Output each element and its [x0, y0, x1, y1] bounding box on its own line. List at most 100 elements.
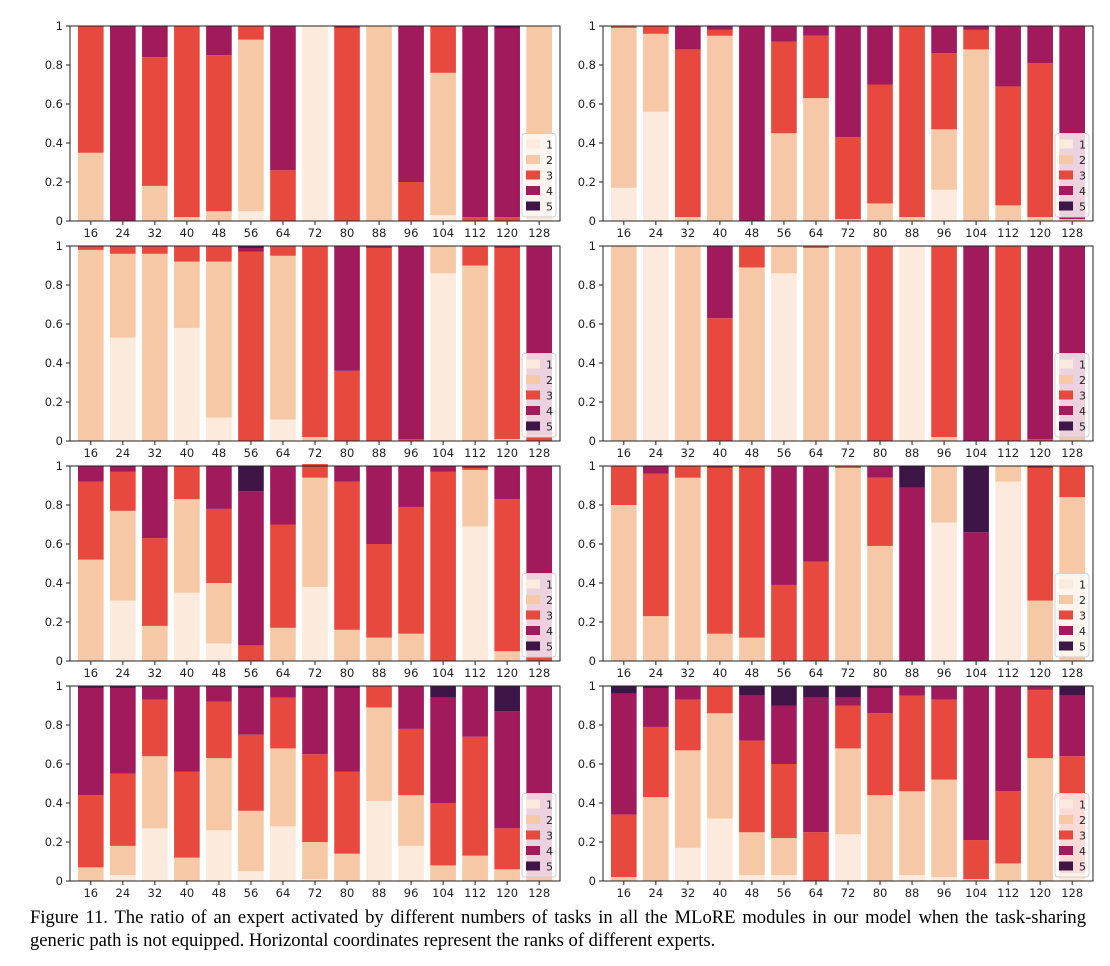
- x-tick-label-120: 120: [496, 446, 518, 460]
- x-tick-label-56: 56: [244, 226, 259, 240]
- x-tick-label-32: 32: [148, 886, 163, 900]
- legend-swatch-3: [1059, 610, 1073, 620]
- bar-segment-32-task-1: [675, 847, 701, 881]
- bar-segment-96-task-2: [931, 779, 957, 878]
- x-tick-label-40: 40: [713, 666, 728, 680]
- bar-segment-24-task-4: [110, 26, 136, 221]
- y-tick-label: 0.6: [45, 97, 63, 111]
- bar-segment-112-task-3: [462, 736, 488, 856]
- x-tick-label-120: 120: [496, 886, 518, 900]
- x-tick-label-112: 112: [464, 886, 486, 900]
- bar-segment-96-task-1: [931, 877, 957, 881]
- x-tick-label-16: 16: [616, 886, 631, 900]
- legend-label-5: 5: [546, 641, 553, 654]
- x-tick-label-32: 32: [148, 226, 163, 240]
- bar-segment-24-task-4: [643, 687, 669, 727]
- x-tick-label-128: 128: [528, 666, 550, 680]
- legend-label-3: 3: [1079, 830, 1086, 843]
- legend-swatch-3: [1059, 830, 1073, 840]
- x-tick-label-56: 56: [244, 446, 259, 460]
- y-tick-label: 0.8: [578, 278, 596, 292]
- x-tick-label-32: 32: [681, 226, 696, 240]
- legend-swatch-1: [526, 139, 540, 149]
- bar-segment-80-task-5: [334, 686, 360, 688]
- legend-label-5: 5: [1079, 421, 1086, 434]
- bar-segment-120-task-3: [494, 247, 520, 440]
- x-tick-label-48: 48: [212, 666, 227, 680]
- bar-segment-64-task-3: [803, 246, 829, 248]
- bar-segment-32-task-4: [142, 686, 168, 700]
- bar-segment-128-task-5: [1059, 686, 1085, 696]
- bar-segment-112-task-1: [995, 481, 1021, 661]
- bar-segment-120-task-3: [494, 828, 520, 870]
- bar-segment-96-task-3: [398, 182, 424, 221]
- x-tick-label-64: 64: [809, 666, 824, 680]
- y-tick-label: 0.6: [45, 317, 63, 331]
- x-tick-label-120: 120: [1029, 886, 1051, 900]
- bar-segment-72-task-4: [835, 697, 861, 706]
- y-tick-label: 0.2: [578, 175, 596, 189]
- bar-segment-120-task-2: [1027, 758, 1053, 881]
- bar-segment-80-task-3: [334, 27, 360, 222]
- x-tick-label-128: 128: [528, 446, 550, 460]
- bar-segment-72-task-3: [302, 246, 328, 438]
- x-tick-label-48: 48: [745, 886, 760, 900]
- bar-segment-80-task-3: [334, 481, 360, 630]
- x-tick-label-48: 48: [212, 446, 227, 460]
- bar-segment-112-task-4: [462, 686, 488, 737]
- bar-segment-112-task-3: [995, 791, 1021, 864]
- bar-segment-88-task-1: [899, 246, 925, 441]
- bar-segment-96-task-1: [931, 522, 957, 661]
- legend-swatch-5: [1059, 201, 1073, 211]
- bar-segment-16-task-3: [78, 246, 104, 250]
- x-tick-label-128: 128: [528, 886, 550, 900]
- bar-segment-16-task-3: [78, 481, 104, 560]
- bar-segment-56-task-2: [238, 39, 264, 212]
- legend-swatch-1: [526, 579, 540, 589]
- bar-segment-96-task-1: [931, 189, 957, 221]
- bar-segment-120-task-3: [1027, 439, 1053, 441]
- bar-segment-48-task-3: [206, 55, 232, 212]
- bar-segment-48-task-4: [739, 26, 765, 221]
- x-tick-label-64: 64: [809, 446, 824, 460]
- y-tick-label: 0: [56, 874, 63, 888]
- legend-swatch-1: [1059, 799, 1073, 809]
- bar-segment-72-task-2: [835, 748, 861, 835]
- bar-segment-56-task-4: [771, 26, 797, 42]
- legend: 1 2 3 4 5: [1054, 793, 1090, 878]
- bar-segment-48-task-3: [206, 701, 232, 759]
- x-tick-label-40: 40: [180, 666, 195, 680]
- bar-segment-56-task-3: [238, 26, 264, 40]
- bar-segment-32-task-3: [142, 699, 168, 757]
- bar-segment-16-task-3: [611, 26, 637, 28]
- y-tick-label: 0.8: [45, 718, 63, 732]
- bar-segment-24-task-3: [110, 471, 136, 511]
- bar-segment-88-task-5: [899, 466, 925, 488]
- bar-segment-24-task-2: [643, 33, 669, 112]
- bar-segment-72-task-2: [302, 477, 328, 587]
- bar-segment-104-task-3: [430, 26, 456, 73]
- bar-segment-72-task-3: [835, 705, 861, 749]
- bar-segment-16-task-2: [611, 877, 637, 881]
- bar-segment-48-task-1: [206, 643, 232, 661]
- bar-segment-80-task-4: [334, 26, 360, 28]
- legend-swatch-3: [1059, 170, 1073, 180]
- y-tick-label: 0.6: [578, 537, 596, 551]
- bar-segment-16-task-2: [78, 867, 104, 881]
- y-tick-label: 0.2: [578, 395, 596, 409]
- x-tick-label-24: 24: [649, 226, 664, 240]
- x-tick-label-48: 48: [745, 226, 760, 240]
- x-tick-label-40: 40: [713, 226, 728, 240]
- bar-segment-72-task-1: [835, 834, 861, 881]
- legend: 1 2 3 4 5: [521, 133, 557, 218]
- x-tick-label-24: 24: [649, 886, 664, 900]
- bar-segment-112-task-2: [462, 265, 488, 441]
- bar-segment-64-task-3: [803, 832, 829, 881]
- x-tick-label-48: 48: [212, 886, 227, 900]
- bar-segment-48-task-3: [739, 246, 765, 268]
- bar-segment-88-task-3: [366, 544, 392, 638]
- bar-segment-64-task-2: [270, 255, 296, 420]
- y-tick-label: 1: [589, 679, 596, 693]
- bar-segment-40-task-2: [174, 499, 200, 593]
